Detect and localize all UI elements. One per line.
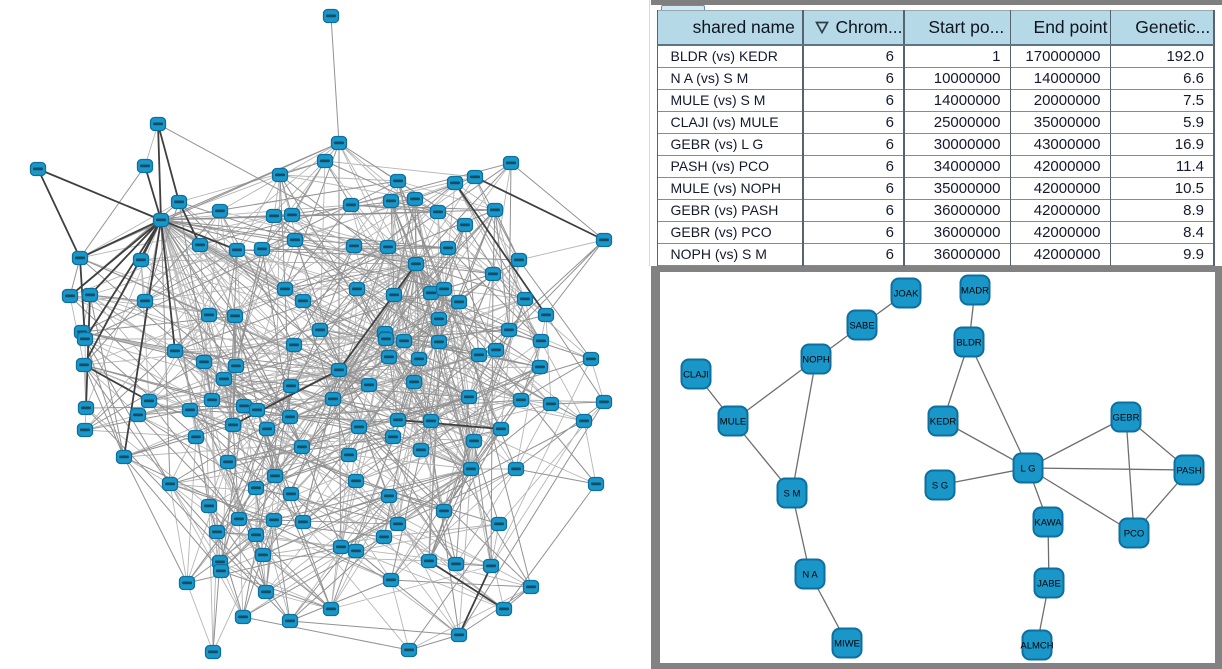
- svg-text:S M: S M: [784, 489, 801, 500]
- svg-text:MADR: MADR: [961, 286, 989, 297]
- svg-text:N A: N A: [802, 570, 818, 581]
- svg-text:MULE: MULE: [720, 417, 746, 428]
- svg-text:ALMCH: ALMCH: [1020, 641, 1053, 652]
- svg-text:PASH: PASH: [1176, 466, 1201, 477]
- svg-text:MIWE: MIWE: [834, 639, 860, 650]
- svg-text:L G: L G: [1021, 464, 1036, 475]
- svg-text:NOPH: NOPH: [802, 355, 830, 366]
- svg-text:BLDR: BLDR: [956, 338, 981, 349]
- svg-text:CLAJI: CLAJI: [683, 370, 709, 381]
- svg-text:S G: S G: [932, 481, 948, 492]
- svg-text:GEBR: GEBR: [1113, 413, 1140, 424]
- svg-text:PCO: PCO: [1124, 529, 1145, 540]
- svg-text:KEDR: KEDR: [930, 417, 957, 428]
- svg-text:KAWA: KAWA: [1034, 518, 1062, 529]
- svg-text:JOAK: JOAK: [894, 289, 919, 300]
- svg-text:JABE: JABE: [1037, 579, 1061, 590]
- svg-text:SABE: SABE: [849, 321, 874, 332]
